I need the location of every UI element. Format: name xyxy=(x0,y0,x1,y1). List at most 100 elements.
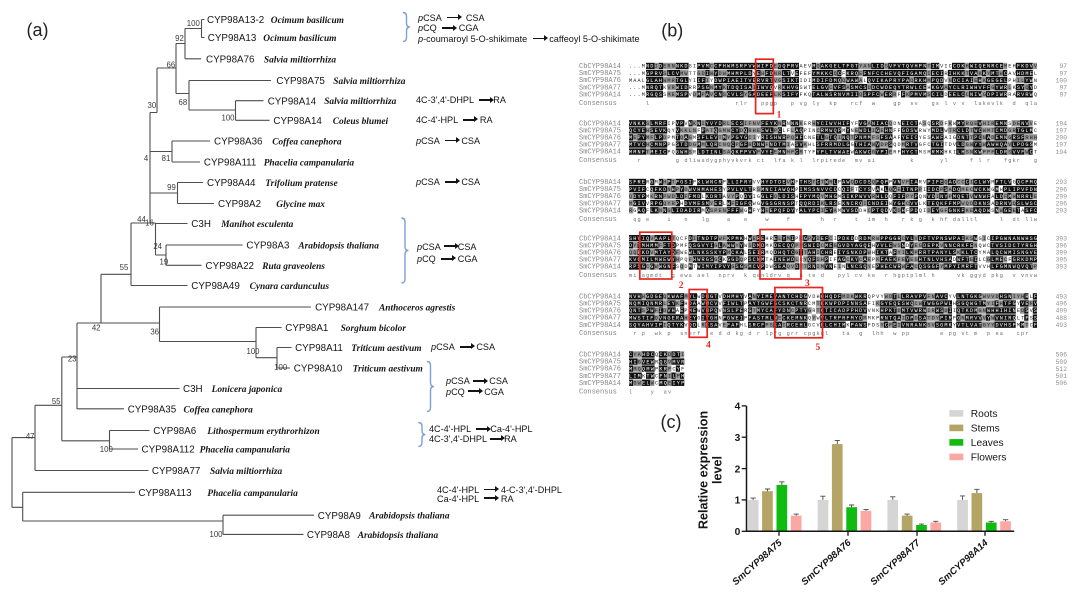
svg-text:CYP98A111: CYP98A111 xyxy=(204,158,256,169)
svg-text:100: 100 xyxy=(274,363,288,372)
svg-text:ND D NKD PVM CPHWMSRFVWWIFD: ND D NKD PVM CPHWMSRFVWWIFD GQPRV M AKGE… xyxy=(629,64,1037,70)
svg-text:SmCYP98A77: SmCYP98A77 xyxy=(579,142,621,150)
svg-text:C W SQD T G S DW: C W SQD T G S DW QV YT IM EIN YE W C Y V… xyxy=(629,264,1037,270)
svg-text:G R V: G R V xyxy=(629,359,684,365)
svg-text:Consensus: Consensus xyxy=(579,272,617,280)
svg-text:C3H: C3H xyxy=(191,219,211,230)
svg-text:Ocimum basilicum: Ocimum basilicum xyxy=(263,34,336,44)
svg-text:GLAH TGL IF DWPIAEITVERVRT: GLAH TGL IF DWPIAEITVERVRT SIKT MDIFDMQ … xyxy=(629,78,1037,84)
svg-text:4: 4 xyxy=(735,402,741,413)
svg-text:Salvia miltiorrhiza: Salvia miltiorrhiza xyxy=(333,77,405,87)
svg-text:CYP98A9: CYP98A9 xyxy=(318,511,361,522)
svg-text:SQYAHVIP QTYK QD KSA FAF SR: SQYAHVIP QTYK QD KSA FAF SRCF KA RCEHL K… xyxy=(629,322,1037,328)
svg-text:194: 194 xyxy=(1056,149,1068,156)
svg-text:501: 501 xyxy=(1056,373,1068,380)
svg-text:36: 36 xyxy=(150,327,159,336)
svg-text:qg e i n lg a e: qg e i n lg a e w f h r t im h r k g k h… xyxy=(629,217,1038,223)
svg-text:CYP98A112: CYP98A112 xyxy=(142,445,195,456)
svg-text:2: 2 xyxy=(679,281,684,291)
svg-text:SmCYP98A75: SmCYP98A75 xyxy=(579,242,621,250)
svg-text:68: 68 xyxy=(179,98,188,107)
svg-text:M V QYR H Y L F W: M V QYR H Y L F WG T K E I W C LK WQD A … xyxy=(629,201,1037,207)
svg-text:...M SME VD P V S Y: ...M SME VD P V S Y LK FKQ Q W RF K S D … xyxy=(629,92,1037,98)
svg-text:CYP98A6: CYP98A6 xyxy=(153,426,197,437)
svg-text:RPSG G WGNF M WIMYIPVY SG MC: RPSG G WGNF M WIMYIPVY SG MCVP SEA D RN … xyxy=(629,264,1037,270)
svg-text:506: 506 xyxy=(1056,352,1068,359)
svg-text:SmCYP98A76: SmCYP98A76 xyxy=(579,366,621,374)
svg-text:NRQT WID PSG MY TDQISA IWVQ: NRQT WID PSG MY TDQISA IWVQ KHVG ELGV VF… xyxy=(629,85,1037,91)
svg-text:CYP98A14: CYP98A14 xyxy=(273,116,322,127)
svg-text:Coffea canephora: Coffea canephora xyxy=(184,405,254,415)
svg-text:66: 66 xyxy=(167,60,176,69)
svg-text:CYP98A44: CYP98A44 xyxy=(207,178,256,189)
svg-text:CbCYP98A14: CbCYP98A14 xyxy=(579,352,621,360)
svg-text:299: 299 xyxy=(1056,193,1068,200)
svg-text:(b): (b) xyxy=(661,20,683,40)
svg-text:44: 44 xyxy=(137,215,146,224)
svg-text:100: 100 xyxy=(209,530,223,539)
svg-text:Consensus: Consensus xyxy=(579,100,617,108)
svg-text:SmCYP98A77: SmCYP98A77 xyxy=(579,373,621,381)
svg-text:293: 293 xyxy=(1056,208,1068,215)
svg-text:H PG DG M CNQ P R F: H PG DG M CNQ P R F IA KHL G W DP QDM GF… xyxy=(629,142,1037,148)
svg-text:GIV RPG P DVMESM ER W IGFQ: GIV RPG P DVMESM ER W IGFQ VGSGRNSP QQRD… xyxy=(629,201,1037,207)
svg-text:GPRV LCV I Y MHMPLD E FD: GPRV LCV I Y MHMPLD E FD LT E YMKKC C KR… xyxy=(629,71,1037,77)
svg-text:SmCYP98A76: SmCYP98A76 xyxy=(579,193,621,201)
svg-text:296: 296 xyxy=(1056,200,1068,207)
svg-text:CYP98A113: CYP98A113 xyxy=(138,488,192,499)
svg-text:CbCYP98A14: CbCYP98A14 xyxy=(579,179,621,187)
svg-text:97: 97 xyxy=(1059,84,1067,91)
svg-text:D TMHMM FTD QSGVYI L WW Y D: D TMHMM FTD QSGVYI L WW Y DMD DECQQ SWID… xyxy=(629,243,1037,249)
svg-text:SmCYP98A76: SmCYP98A76 xyxy=(579,249,621,257)
svg-text:RG F N G M SPEN WG F: RG F N G M SPEN WG FY E Y I AM DHC V D F… xyxy=(629,208,1037,214)
svg-text:1: 1 xyxy=(735,496,741,507)
svg-text:SmCYP98A77: SmCYP98A77 xyxy=(579,257,621,265)
svg-text:S IP V K I RL IFNV: S IP V K I RL IFNV N N KERH YF A QDN ASQ… xyxy=(629,121,1037,127)
svg-text:Stems: Stems xyxy=(971,424,1000,435)
svg-text:CbCYP98A14: CbCYP98A14 xyxy=(579,294,621,302)
svg-text:493: 493 xyxy=(1056,294,1068,301)
svg-text:SmCYP98A14: SmCYP98A14 xyxy=(579,149,621,157)
svg-text:HI VEW QG MVR: HI VEW QG MVR xyxy=(629,359,684,365)
svg-text:SmCYP98A14: SmCYP98A14 xyxy=(579,91,621,99)
svg-text:SmCYP98A76: SmCYP98A76 xyxy=(579,77,621,85)
svg-text:395: 395 xyxy=(1056,257,1068,264)
svg-text:2: 2 xyxy=(735,464,741,475)
svg-text:19: 19 xyxy=(160,257,169,266)
svg-text:l y av: l y av xyxy=(629,389,684,395)
svg-text:55: 55 xyxy=(52,397,61,406)
svg-text:QNT PW I VH E ME VNPQ NSLPE G: QNT PW I VH E ME VNPQ NSLPE G MYCAFYDN P… xyxy=(629,308,1037,314)
svg-text:99: 99 xyxy=(167,183,176,192)
svg-text:CYP98A10: CYP98A10 xyxy=(294,364,343,375)
svg-text:CYP98A14: CYP98A14 xyxy=(268,96,317,107)
svg-text:Arabidopsis thaliana: Arabidopsis thaliana xyxy=(297,242,379,252)
svg-text:Triticum aestivum: Triticum aestivum xyxy=(351,344,421,354)
svg-text:YA Q D I: YA Q D I xyxy=(629,352,684,358)
svg-text:Consensus: Consensus xyxy=(579,216,617,224)
svg-text:Ruta graveolens: Ruta graveolens xyxy=(261,262,325,272)
svg-text:...M S MWTTGD W DW Y: ...M S MWTTGD W DW Y H NR V FEF Q F E I … xyxy=(629,71,1037,77)
svg-text:3: 3 xyxy=(805,279,810,289)
svg-text:CYP98A22: CYP98A22 xyxy=(206,261,254,272)
svg-text:VNKK LMRF VP N N YVYD ECS: VNKK LMRF VP N N YVYD ECS FEYK R NN YCIW… xyxy=(629,121,1037,127)
svg-text:SmCYP98A77: SmCYP98A77 xyxy=(579,200,621,208)
svg-text:SmCYP98A14: SmCYP98A14 xyxy=(579,207,621,215)
svg-text:Phacelia campanularia: Phacelia campanularia xyxy=(207,489,298,499)
svg-text:97: 97 xyxy=(1059,92,1067,99)
svg-text:97: 97 xyxy=(1059,70,1067,77)
svg-text:5: 5 xyxy=(816,343,821,353)
svg-text:CYP98A11: CYP98A11 xyxy=(295,343,343,354)
svg-text:...M KVR RR N K I: ...M KVR RR N K I VR SWT C A D H A G LK … xyxy=(629,85,1037,91)
svg-text:100: 100 xyxy=(221,114,235,123)
svg-text:Flowers: Flowers xyxy=(971,453,1007,464)
svg-text:K C I P: K C I P xyxy=(629,373,684,379)
svg-text:T PQ SR SA P: T PQ SR SA P E HP MTYF W G ERF MSM HKI S… xyxy=(629,149,1037,155)
svg-text:Sorghum bicolor: Sorghum bicolor xyxy=(341,324,407,334)
svg-text:H QY KKLNF AT GMW D RHE: H QY KKLNF AT GMW D RHE P LFL PINC M NE … xyxy=(629,128,1037,134)
svg-text:393: 393 xyxy=(1056,235,1068,242)
svg-text:Arabidopsis thaliana: Arabidopsis thaliana xyxy=(357,531,439,541)
svg-text:l rlr ppg: l rlr ppgp p vg ly kp rcf w gp sv gs l v… xyxy=(629,101,1037,107)
svg-text:M PY LP T A SFLEV M PGYG: M PY LP T A SFLEV M PGYG RISHWR HF TL TQ… xyxy=(629,135,1037,141)
svg-text:FKD MTAYQ WLNKSSKYP CKA SEIR: FKD MTAYQ WLNKSSKYP CKA SEIR DHQTC T AH … xyxy=(629,250,1037,256)
svg-text:CYP98A76: CYP98A76 xyxy=(206,55,255,66)
